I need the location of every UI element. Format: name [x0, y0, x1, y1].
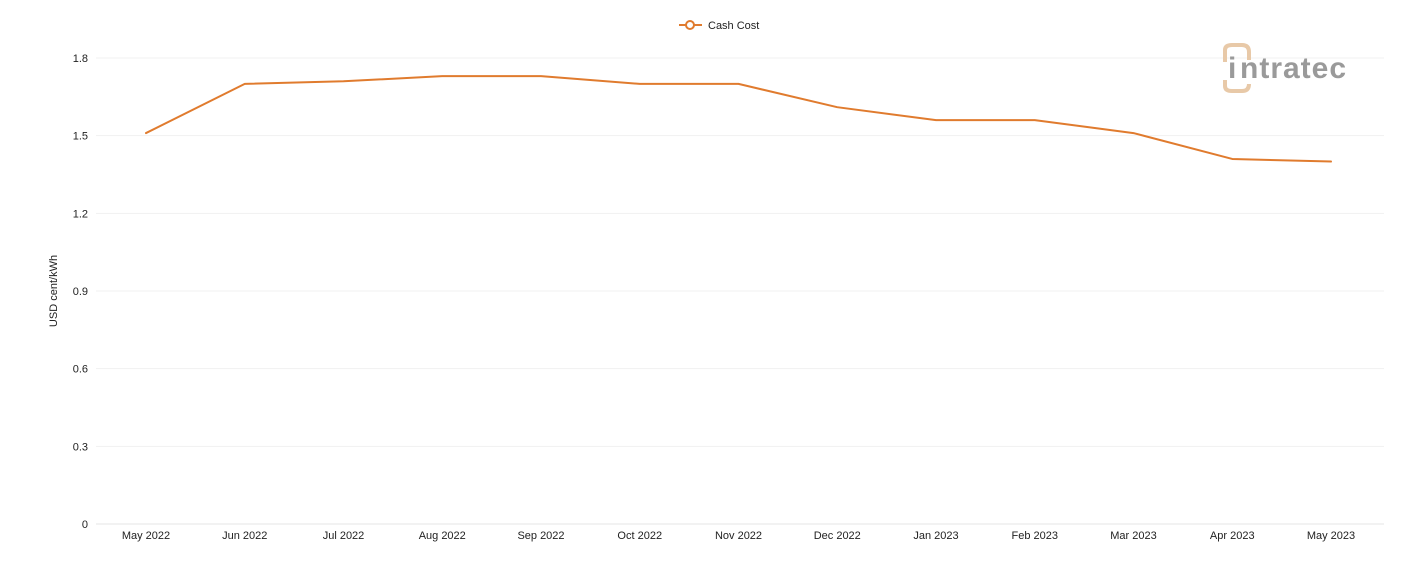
data-point — [635, 79, 645, 89]
y-tick-label: 1.5 — [73, 131, 88, 143]
data-point — [437, 71, 447, 81]
data-point — [240, 79, 250, 89]
data-point — [141, 128, 151, 138]
x-tick-label: Feb 2023 — [1012, 530, 1058, 542]
x-tick-label: Mar 2023 — [1110, 530, 1156, 542]
x-tick-label: Jun 2022 — [222, 530, 267, 542]
data-point — [536, 71, 546, 81]
y-tick-label: 0.9 — [73, 286, 88, 298]
legend: Cash Cost — [679, 20, 759, 32]
data-point — [339, 76, 349, 86]
x-tick-label: Aug 2022 — [419, 530, 466, 542]
logo-arc-top — [1223, 43, 1251, 62]
data-point — [1227, 154, 1237, 164]
y-tick-label: 0 — [82, 519, 88, 531]
y-axis-title: USD cent/kWh — [48, 255, 60, 327]
logo-arc-bottom — [1223, 80, 1251, 93]
data-point — [1326, 157, 1336, 167]
logo-text: ntratec — [1240, 52, 1347, 85]
x-tick-label: Dec 2022 — [814, 530, 861, 542]
y-axis-ticks: 0 0.3 0.6 0.9 1.2 1.5 1.8 — [73, 53, 88, 531]
legend-marker — [685, 20, 695, 30]
x-tick-label: May 2023 — [1307, 530, 1355, 542]
y-tick-label: 0.6 — [73, 364, 88, 376]
x-tick-label: Apr 2023 — [1210, 530, 1255, 542]
y-tick-label: 1.8 — [73, 53, 88, 65]
x-tick-label: Jul 2022 — [323, 530, 365, 542]
data-point — [1030, 115, 1040, 125]
legend-label: Cash Cost — [708, 20, 759, 32]
x-tick-label: Sep 2022 — [517, 530, 564, 542]
y-tick-label: 1.2 — [73, 208, 88, 220]
x-tick-label: Jan 2023 — [913, 530, 958, 542]
series-layer — [141, 71, 1336, 167]
data-point — [832, 102, 842, 112]
intratec-logo: i ntratec — [1223, 43, 1347, 93]
data-point — [931, 115, 941, 125]
x-tick-label: Oct 2022 — [617, 530, 662, 542]
y-tick-label: 0.3 — [73, 441, 88, 453]
x-tick-label: Nov 2022 — [715, 530, 762, 542]
data-point — [1129, 128, 1139, 138]
series-line — [145, 75, 1332, 163]
data-point — [734, 79, 744, 89]
x-tick-label: May 2022 — [122, 530, 170, 542]
grid-lines — [96, 57, 1384, 525]
x-axis-ticks: May 2022 Jun 2022 Jul 2022 Aug 2022 Sep 2022… — [122, 530, 1355, 542]
logo-letter-i: i — [1228, 52, 1237, 85]
